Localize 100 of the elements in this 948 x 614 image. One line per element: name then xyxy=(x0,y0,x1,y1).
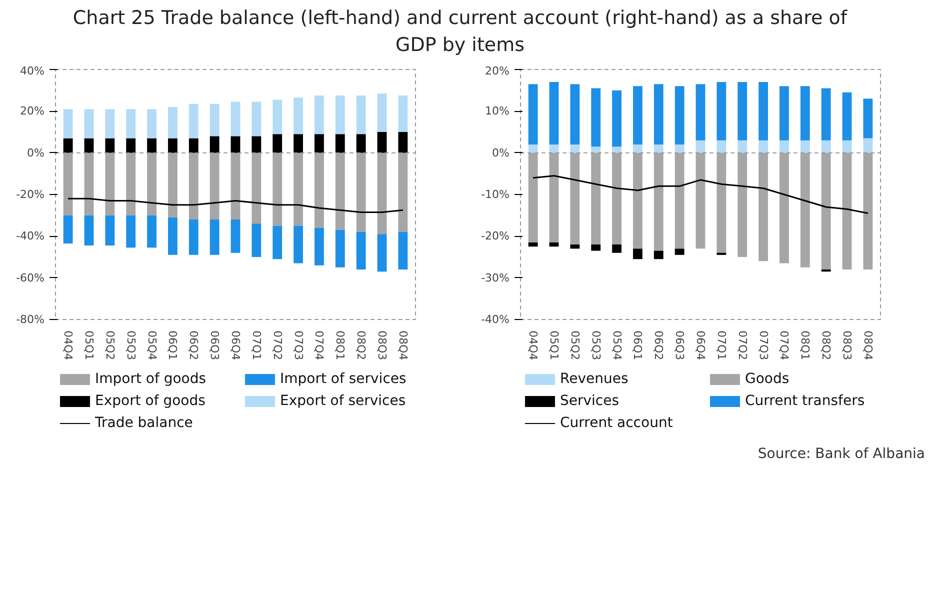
bar xyxy=(528,242,538,247)
bar xyxy=(696,153,706,249)
bar xyxy=(674,153,684,249)
bar xyxy=(230,102,240,136)
y-tick-label: -20% xyxy=(16,188,45,202)
bar xyxy=(84,138,94,154)
x-tick-label: 05Q2 xyxy=(103,330,116,360)
bar xyxy=(147,216,156,248)
bar xyxy=(63,216,73,244)
x-tick-label: 07Q2 xyxy=(270,330,284,360)
y-tick-label: -60% xyxy=(16,272,45,285)
bar xyxy=(126,153,136,216)
bar xyxy=(356,232,366,270)
bar xyxy=(335,230,345,268)
x-tick-label: 06Q4 xyxy=(229,330,242,360)
x-tick-label: 08Q3 xyxy=(840,330,854,360)
bar xyxy=(591,244,601,252)
bar xyxy=(126,216,136,248)
text: Chart 25 Trade balance (left-hand) and current account (right-hand) as a share of GDP by items xyxy=(72,6,848,58)
y-tick-label: 20% xyxy=(485,64,510,78)
bar xyxy=(842,140,852,154)
bar xyxy=(335,134,345,154)
x-tick-label: 07Q4 xyxy=(778,330,791,360)
bar xyxy=(84,153,94,216)
bar xyxy=(549,242,559,247)
bar xyxy=(821,140,831,154)
bar xyxy=(188,153,198,220)
x-tick-label: 04Q4 xyxy=(62,330,75,360)
bar xyxy=(230,136,240,154)
bar xyxy=(842,153,852,270)
bar xyxy=(654,84,664,145)
bar xyxy=(272,134,282,154)
x-tick-label: 08Q4 xyxy=(396,330,410,360)
x-tick-label: 05Q3 xyxy=(589,330,602,360)
bar xyxy=(377,132,387,154)
bar xyxy=(654,144,664,154)
bar xyxy=(549,82,559,145)
bar xyxy=(633,86,642,145)
bar xyxy=(738,82,748,141)
bar xyxy=(168,107,178,139)
bar xyxy=(188,138,198,154)
x-tick-label: 06Q1 xyxy=(631,330,644,360)
bar xyxy=(716,82,726,141)
bar xyxy=(570,84,580,145)
bar xyxy=(314,96,324,134)
bar xyxy=(654,251,664,260)
bar xyxy=(612,146,622,154)
bar xyxy=(105,138,115,154)
legend-label: Goods xyxy=(744,370,790,390)
bar xyxy=(591,88,601,147)
bar xyxy=(570,153,580,245)
bar xyxy=(738,153,748,258)
y-tick-label: -30% xyxy=(481,272,510,285)
y-tick-label: -10% xyxy=(481,188,510,202)
bar xyxy=(294,98,303,134)
y-tick-label: 0% xyxy=(27,146,44,160)
bar xyxy=(800,153,810,268)
bar xyxy=(356,134,366,154)
bar xyxy=(210,153,220,220)
bar xyxy=(356,153,366,232)
legend-label: Services xyxy=(559,392,620,412)
bar xyxy=(252,224,262,258)
x-tick-label: 07Q3 xyxy=(292,330,305,360)
y-tick-label: 0% xyxy=(492,146,510,160)
x-tick-label: 08Q3 xyxy=(376,330,389,360)
bar xyxy=(105,153,115,216)
source-note: Source: Bank of Albania xyxy=(758,445,925,464)
bar xyxy=(168,218,178,256)
bar xyxy=(758,140,768,154)
x-tick-label: 05Q1 xyxy=(82,330,96,360)
x-tick-label: 07Q2 xyxy=(736,330,749,360)
bar xyxy=(168,153,178,218)
x-tick-label: 07Q3 xyxy=(756,330,770,360)
bar xyxy=(147,109,156,139)
bar xyxy=(758,153,768,262)
bar xyxy=(252,153,262,224)
x-tick-label: 06Q4 xyxy=(694,330,707,360)
bar xyxy=(188,220,198,256)
bar xyxy=(758,82,768,141)
bar xyxy=(633,144,642,154)
legend-label: Import of goods xyxy=(94,370,208,390)
x-tick-label: 05Q1 xyxy=(547,330,560,360)
bar xyxy=(863,153,873,270)
bar xyxy=(800,140,810,154)
bar xyxy=(674,86,684,145)
bar xyxy=(294,153,303,226)
x-tick-label: 05Q4 xyxy=(145,330,158,360)
bar xyxy=(633,248,642,260)
y-tick-label: 20% xyxy=(20,104,45,118)
y-tick-label: 10% xyxy=(485,104,510,118)
legend-label: Trade balance xyxy=(94,414,194,434)
bar xyxy=(842,92,852,141)
bar xyxy=(696,140,706,154)
bar xyxy=(591,146,601,154)
x-tick-label: 06Q3 xyxy=(208,330,222,360)
bar xyxy=(780,86,789,141)
line-series xyxy=(532,175,869,214)
bar xyxy=(570,144,580,154)
legend-label: Export of services xyxy=(279,392,407,412)
bar xyxy=(314,134,324,154)
